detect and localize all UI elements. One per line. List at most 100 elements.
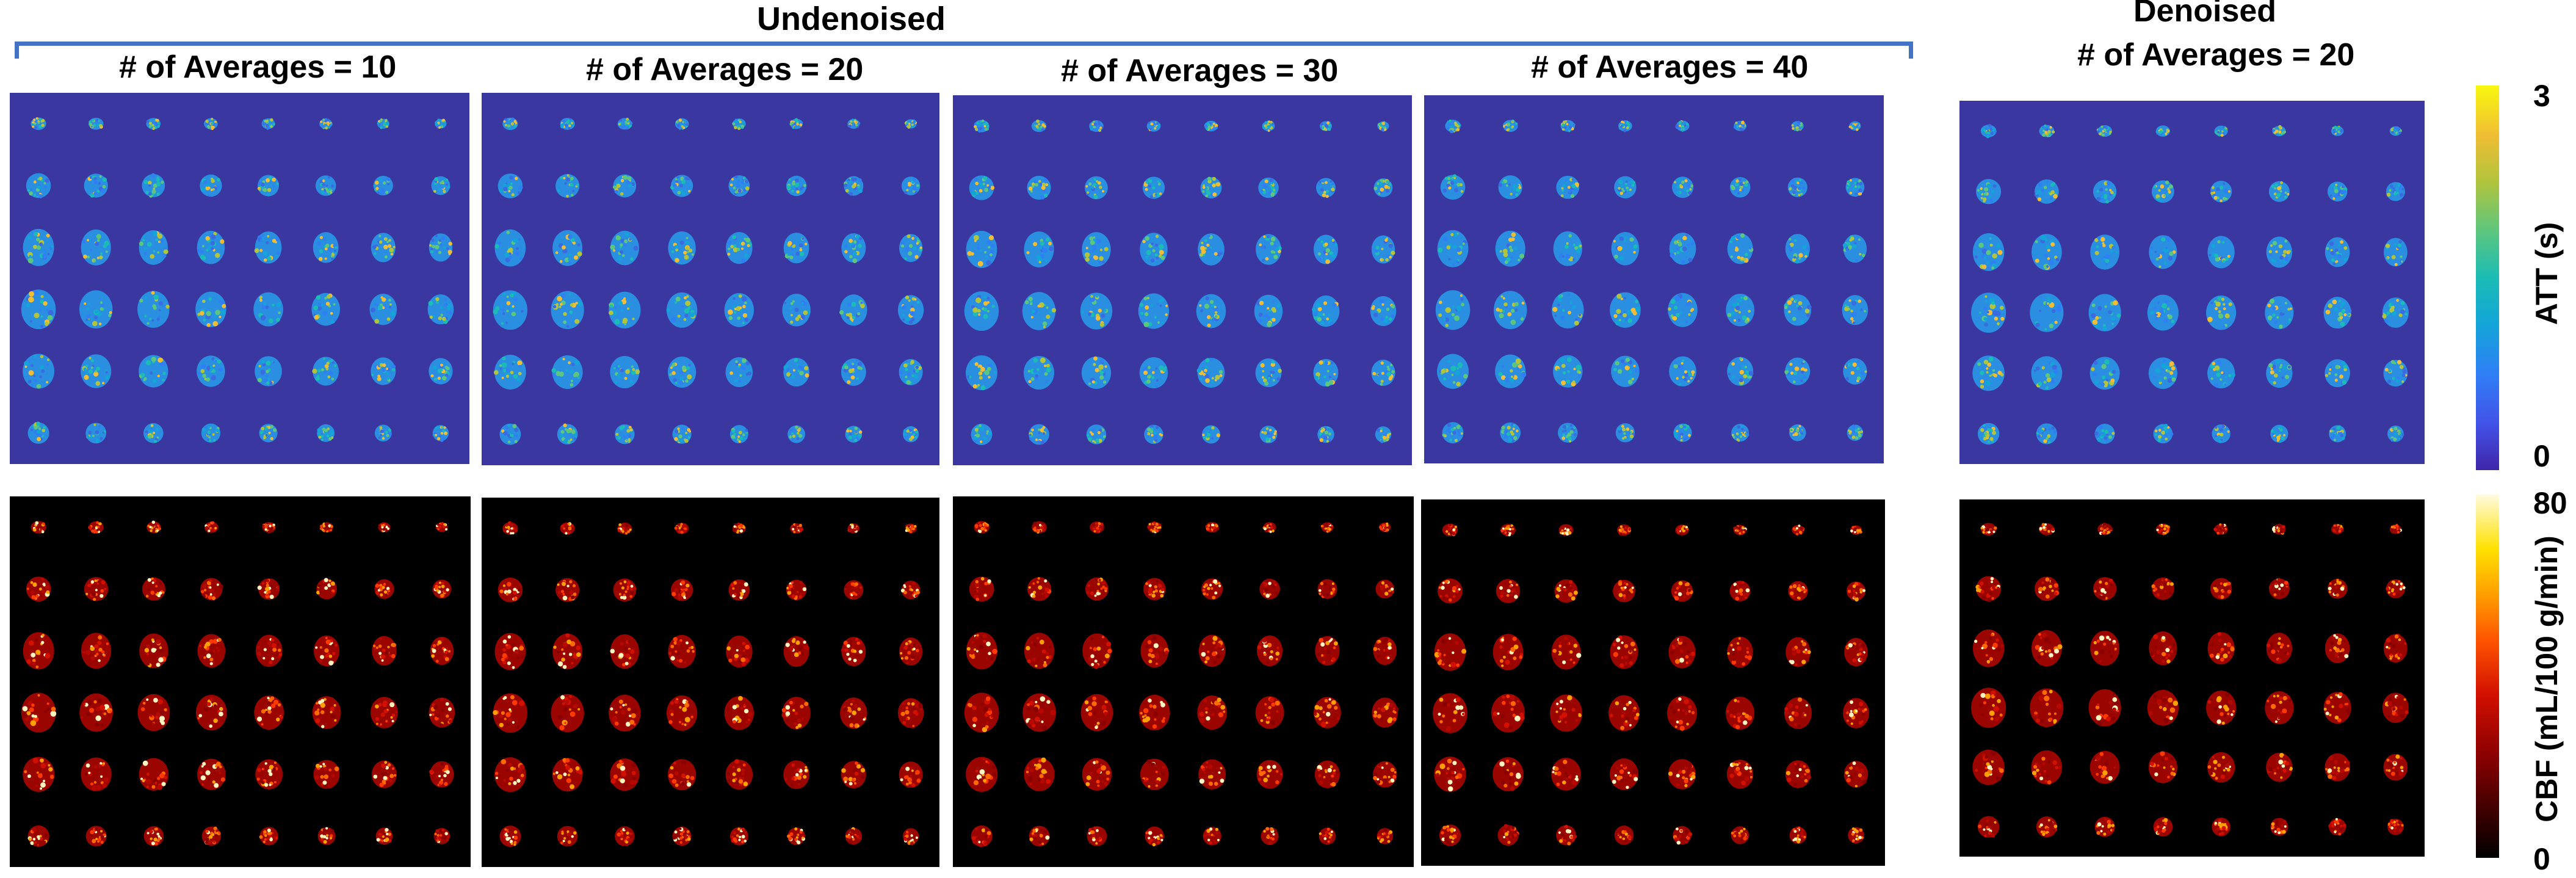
brain-slice (783, 760, 809, 789)
brain-slice (1439, 824, 1461, 846)
brain-slice (142, 577, 165, 601)
brain-slice (262, 521, 276, 534)
brain-slice (146, 118, 161, 130)
brain-slice (139, 355, 168, 388)
brain-slice (432, 425, 449, 442)
brain-slice (255, 634, 283, 667)
brain-slice (2329, 425, 2346, 443)
brain-slice (552, 758, 583, 792)
brain-slice (557, 423, 578, 444)
brain-slice (79, 290, 113, 329)
brain-slice (1669, 356, 1696, 386)
brain-slice (1200, 176, 1222, 198)
brain-slice (1729, 176, 1751, 198)
brain-slice (257, 578, 280, 600)
brain-slice (1551, 634, 1582, 670)
brain-slice (732, 118, 746, 131)
brain-slice (1198, 233, 1225, 266)
brain-slice (1613, 579, 1635, 603)
brain-slice (2206, 295, 2237, 330)
brain-slice (1320, 522, 1334, 533)
brain-slice (1844, 637, 1868, 667)
brain-slice (1842, 234, 1867, 263)
brain-slice (254, 695, 284, 730)
brain-slice (81, 757, 112, 791)
brain-slice (1138, 694, 1170, 731)
brain-slice (85, 825, 107, 847)
brain-slice (964, 692, 999, 733)
brain-slice (790, 523, 804, 534)
brain-slice (2035, 576, 2060, 601)
brain-slice (552, 230, 583, 266)
brain-slice (374, 579, 394, 599)
cbf-colorbar-label: CBF (mL/100 g/min) (2530, 535, 2564, 822)
brain-slice (1373, 636, 1397, 666)
brain-slice (1792, 524, 1805, 535)
brain-slice (671, 579, 693, 601)
brain-slice (23, 632, 54, 670)
brain-slice (1082, 633, 1112, 669)
brain-slice (1022, 292, 1057, 330)
brain-slice (494, 229, 526, 267)
brain-slice (783, 233, 809, 264)
brain-slice (2212, 424, 2230, 443)
brain-slice (2155, 523, 2170, 535)
brain-slice (315, 175, 336, 196)
brain-slice (2212, 818, 2230, 836)
brain-slice (429, 761, 454, 788)
brain-slice (1496, 579, 1521, 603)
brain-slice (2030, 293, 2064, 332)
brain-slice (1971, 688, 2006, 728)
brain-slice (2327, 181, 2348, 202)
brain-slice (371, 697, 398, 728)
brain-slice (2389, 126, 2402, 136)
brain-slice (971, 424, 993, 445)
brain-slice (2153, 817, 2173, 837)
brain-slice (1139, 357, 1168, 389)
att-map-denoised-avg-20 (1959, 101, 2425, 464)
brain-slice (1498, 175, 1522, 200)
brain-slice (313, 760, 340, 789)
cbf-map-avg-40 (1421, 499, 1885, 866)
brain-slice (551, 355, 583, 389)
brain-slice (1549, 694, 1583, 732)
brain-slice (667, 357, 696, 388)
brain-slice (615, 826, 635, 846)
brain-slice (668, 634, 696, 669)
brain-slice (1977, 423, 2000, 445)
brain-slice (974, 521, 990, 534)
brain-slice (2039, 523, 2055, 535)
brain-slice (2088, 689, 2121, 727)
brain-slice (1085, 577, 1109, 601)
brain-slice (81, 633, 112, 669)
brain-slice (1727, 636, 1753, 668)
brain-slice (555, 173, 580, 198)
brain-slice (1147, 521, 1162, 534)
brain-slice (1611, 231, 1640, 266)
brain-slice (2266, 752, 2293, 782)
cbf-colorbar-max: 80 (2533, 486, 2567, 520)
brain-slice (551, 291, 584, 330)
att-colorbar (2476, 85, 2499, 470)
brain-slice (1377, 828, 1394, 844)
brain-slice (2155, 125, 2170, 137)
brain-slice (726, 635, 753, 668)
brain-slice (2266, 633, 2293, 664)
brain-slice (555, 578, 580, 602)
brain-slice (1725, 696, 1755, 730)
brain-slice (2325, 359, 2350, 388)
brain-slice (2151, 180, 2174, 203)
brain-slice (2089, 750, 2120, 784)
brain-slice (1560, 120, 1576, 132)
brain-slice (142, 173, 165, 198)
brain-slice (789, 118, 803, 129)
brain-slice (1843, 761, 1869, 788)
brain-slice (1375, 579, 1395, 599)
brain-slice (257, 175, 280, 197)
brain-slice (2031, 234, 2062, 270)
brain-slice (2030, 688, 2064, 727)
brain-slice (1500, 524, 1516, 537)
brain-slice (1848, 121, 1861, 131)
brain-slice (143, 826, 164, 846)
brain-slice (1726, 760, 1754, 789)
